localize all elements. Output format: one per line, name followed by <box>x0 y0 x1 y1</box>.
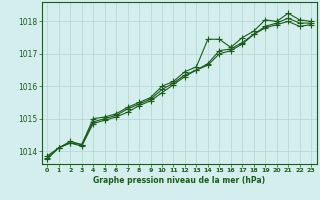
X-axis label: Graphe pression niveau de la mer (hPa): Graphe pression niveau de la mer (hPa) <box>93 176 265 185</box>
